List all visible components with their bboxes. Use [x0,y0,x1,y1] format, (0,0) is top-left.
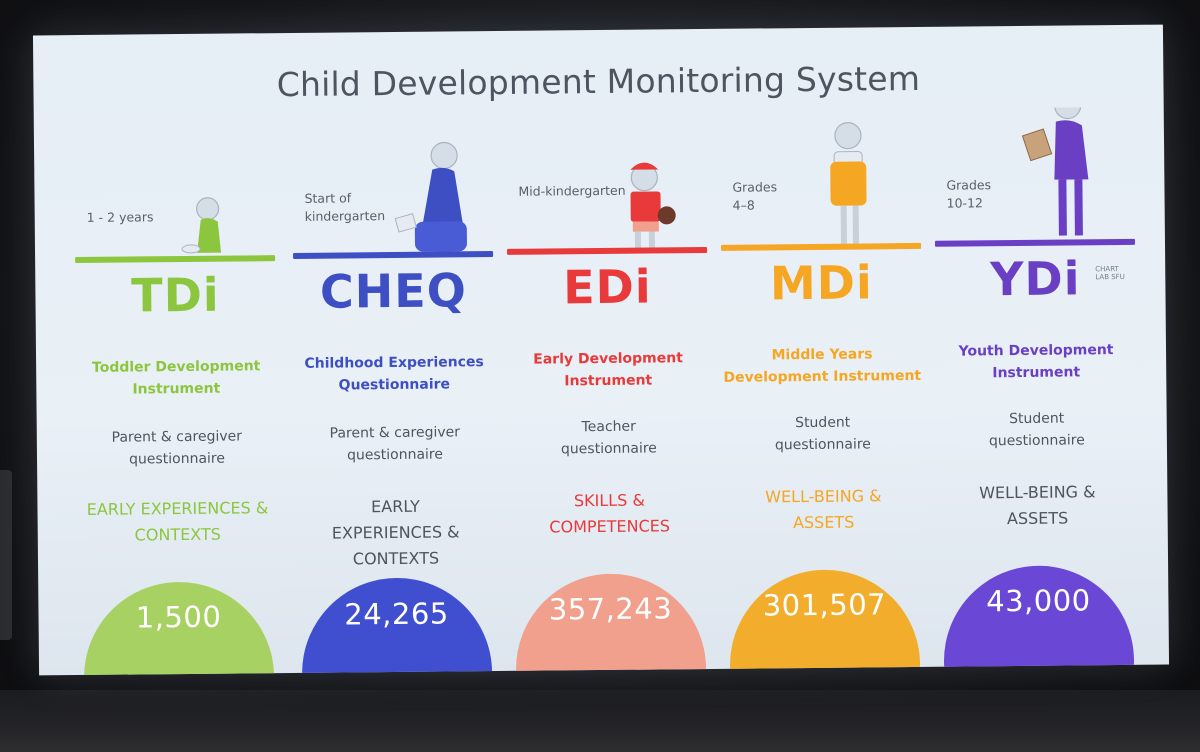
toddler-illustration [74,115,275,257]
projection-screen: Child Development Monitoring System 1 - … [32,24,1170,676]
parent-child-illustration [292,113,493,255]
participant-count: 301,507 [762,587,887,623]
participant-count: 43,000 [986,583,1091,619]
instrument-rule [720,242,922,251]
participant-count: 357,243 [548,591,673,627]
instrument-rule [75,255,276,264]
measurement-domain: SKILLS & COMPETENCES [549,490,671,537]
instrument-column-cheq: Start of kindergarten CHEQ Childhood Exp… [291,31,497,676]
instrument-column-mdi: Grades 4–8 MDi Middle Years Development … [719,27,925,676]
instrument-acronym: MDi [769,255,873,311]
measurement-domain: EARLY EXPERIENCES & CONTEXTS [331,496,460,569]
instrument-full-name: Childhood Experiences Questionnaire [304,354,484,394]
measurement-domain: WELL-BEING & ASSETS [765,486,882,533]
youth-reading-illustration [934,91,1135,249]
middle-years-student-illustration [720,109,921,251]
measurement-domain: WELL-BEING & ASSETS [979,482,1096,529]
instrument-column-ydi: Grades 10-12 YDi CHART LAB SFU Youth Dev… [933,25,1139,676]
floor-foreground [0,690,1200,752]
kindergartener-illustration [506,111,707,253]
respondent-type: Teacher questionnaire [560,418,657,458]
wall-edge [0,470,12,640]
respondent-type: Student questionnaire [988,410,1085,450]
instrument-full-name: Early Development Instrument [533,350,683,390]
instrument-acronym: TDi [131,267,220,323]
participant-count: 1,500 [135,599,222,635]
instrument-acronym: EDi [562,259,652,315]
instrument-full-name: Middle Years Development Instrument [723,346,922,386]
instrument-column-tdi: 1 - 2 years TDi Toddler Development Inst… [73,33,279,676]
instrument-full-name: Toddler Development Instrument [91,358,261,398]
instrument-column-edi: Mid-kindergarten EDi Early Development I… [505,29,711,676]
instrument-rule [293,251,494,259]
respondent-type: Parent & caregiver questionnaire [111,428,243,468]
count-circle [943,564,1135,676]
measurement-domain: EARLY EXPERIENCES & CONTEXTS [86,498,269,545]
respondent-type: Parent & caregiver questionnaire [329,424,461,464]
instrument-rule [507,246,708,255]
participant-count: 24,265 [344,596,449,632]
instrument-acronym: CHEQ [319,263,468,319]
chart-lab-credit: CHART LAB SFU [1095,265,1125,282]
respondent-type: Student questionnaire [774,414,871,454]
instrument-full-name: Youth Development Instrument [958,342,1114,382]
